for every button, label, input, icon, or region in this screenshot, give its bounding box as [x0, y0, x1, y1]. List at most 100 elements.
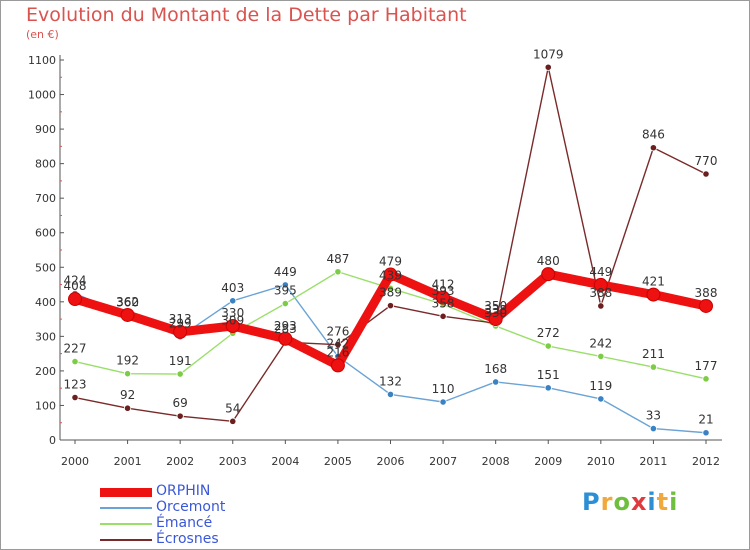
- data-point: [436, 290, 451, 305]
- legend-label: Écrosnes: [156, 531, 219, 547]
- data-point: [176, 370, 184, 378]
- data-label: 272: [537, 326, 560, 340]
- data-label: 439: [379, 268, 402, 282]
- data-point: [544, 63, 552, 71]
- y-tick-label: 300: [35, 330, 56, 343]
- data-label: 119: [589, 379, 612, 393]
- data-label: 421: [642, 275, 665, 289]
- data-label: 92: [120, 388, 135, 402]
- data-label: 191: [169, 354, 192, 368]
- y-tick-label: 800: [35, 158, 56, 171]
- data-label: 192: [116, 354, 139, 368]
- data-point: [71, 357, 79, 366]
- y-tick-label: 700: [35, 192, 56, 205]
- data-point: [176, 412, 184, 420]
- data-point: [649, 424, 658, 433]
- legend-swatch: [100, 539, 152, 541]
- data-label: 362: [116, 295, 139, 309]
- data-point: [334, 268, 342, 276]
- data-point: [71, 393, 79, 402]
- data-label: 168: [484, 362, 507, 376]
- legend-swatch: [100, 487, 152, 497]
- data-point: [386, 390, 395, 398]
- data-point: [123, 404, 132, 412]
- data-label: 358: [432, 296, 455, 310]
- data-label: 479: [379, 255, 402, 269]
- data-point: [597, 352, 605, 360]
- legend-label: Émancé: [156, 515, 213, 531]
- logo-letter: r: [600, 488, 614, 516]
- data-point: [278, 331, 293, 346]
- y-tick-label: 500: [35, 261, 56, 274]
- legend-swatch: [100, 523, 152, 525]
- x-tick-label: 2005: [324, 455, 352, 468]
- data-label: 412: [432, 278, 455, 292]
- legend-swatch: [100, 507, 152, 509]
- unit-label: (en €): [26, 28, 59, 41]
- x-tick-label: 2008: [482, 455, 510, 468]
- y-tick-label: 400: [35, 296, 56, 309]
- x-tick-label: 2012: [692, 455, 720, 468]
- data-label: 449: [274, 265, 297, 279]
- data-label: 424: [64, 274, 87, 288]
- data-label: 309: [221, 313, 244, 327]
- data-point: [386, 302, 395, 310]
- x-tick-label: 2007: [429, 455, 457, 468]
- logo-letter: i: [669, 488, 679, 516]
- data-label: 123: [64, 378, 87, 392]
- data-label: 227: [64, 342, 87, 356]
- y-tick-label: 200: [35, 365, 56, 378]
- data-label: 350: [484, 299, 507, 313]
- data-point: [439, 398, 447, 406]
- data-label: 449: [589, 265, 612, 279]
- data-point: [702, 429, 710, 437]
- chart-title: Evolution du Montant de la Dette par Hab…: [26, 4, 467, 26]
- data-point: [334, 341, 342, 349]
- data-point: [649, 363, 658, 371]
- data-label: 110: [432, 382, 455, 396]
- x-tick-label: 2006: [377, 455, 405, 468]
- data-label: 283: [274, 322, 297, 336]
- data-point: [597, 395, 605, 403]
- x-tick-label: 2004: [271, 455, 299, 468]
- logo-letter: o: [613, 488, 631, 516]
- y-tick-label: 600: [35, 227, 56, 240]
- data-label: 770: [695, 154, 718, 168]
- data-point: [597, 302, 605, 310]
- data-point: [68, 292, 82, 307]
- data-label: 388: [695, 286, 718, 300]
- y-tick-label: 1000: [28, 89, 56, 102]
- data-point: [439, 312, 447, 320]
- y-tick-label: 0: [49, 434, 56, 447]
- data-label: 177: [695, 359, 718, 373]
- data-point: [702, 375, 710, 383]
- data-label: 211: [642, 347, 665, 361]
- data-point: [173, 324, 188, 339]
- data-label: 21: [698, 413, 713, 427]
- data-label: 330: [484, 306, 507, 320]
- data-label: 393: [432, 284, 455, 298]
- logo-letter: t: [656, 488, 670, 516]
- data-point: [330, 358, 345, 373]
- data-label: 360: [116, 296, 139, 310]
- x-tick-label: 2000: [61, 455, 89, 468]
- data-label: 242: [589, 336, 612, 350]
- x-tick-label: 2010: [587, 455, 615, 468]
- data-label: 151: [537, 368, 560, 382]
- data-point: [702, 170, 710, 178]
- logo-letter: P: [582, 488, 601, 516]
- data-point: [541, 267, 556, 282]
- data-label: 338: [484, 303, 507, 317]
- data-label: 408: [64, 279, 87, 293]
- data-label: 293: [274, 319, 297, 333]
- data-label: 330: [221, 306, 244, 320]
- data-point: [593, 277, 608, 292]
- data-label: 69: [173, 396, 188, 410]
- data-point: [225, 319, 240, 333]
- data-point: [281, 299, 289, 308]
- data-label: 132: [379, 374, 402, 388]
- series-line: [74, 66, 707, 423]
- data-point: [229, 297, 237, 305]
- data-label: 388: [589, 286, 612, 300]
- data-label: 480: [537, 254, 560, 268]
